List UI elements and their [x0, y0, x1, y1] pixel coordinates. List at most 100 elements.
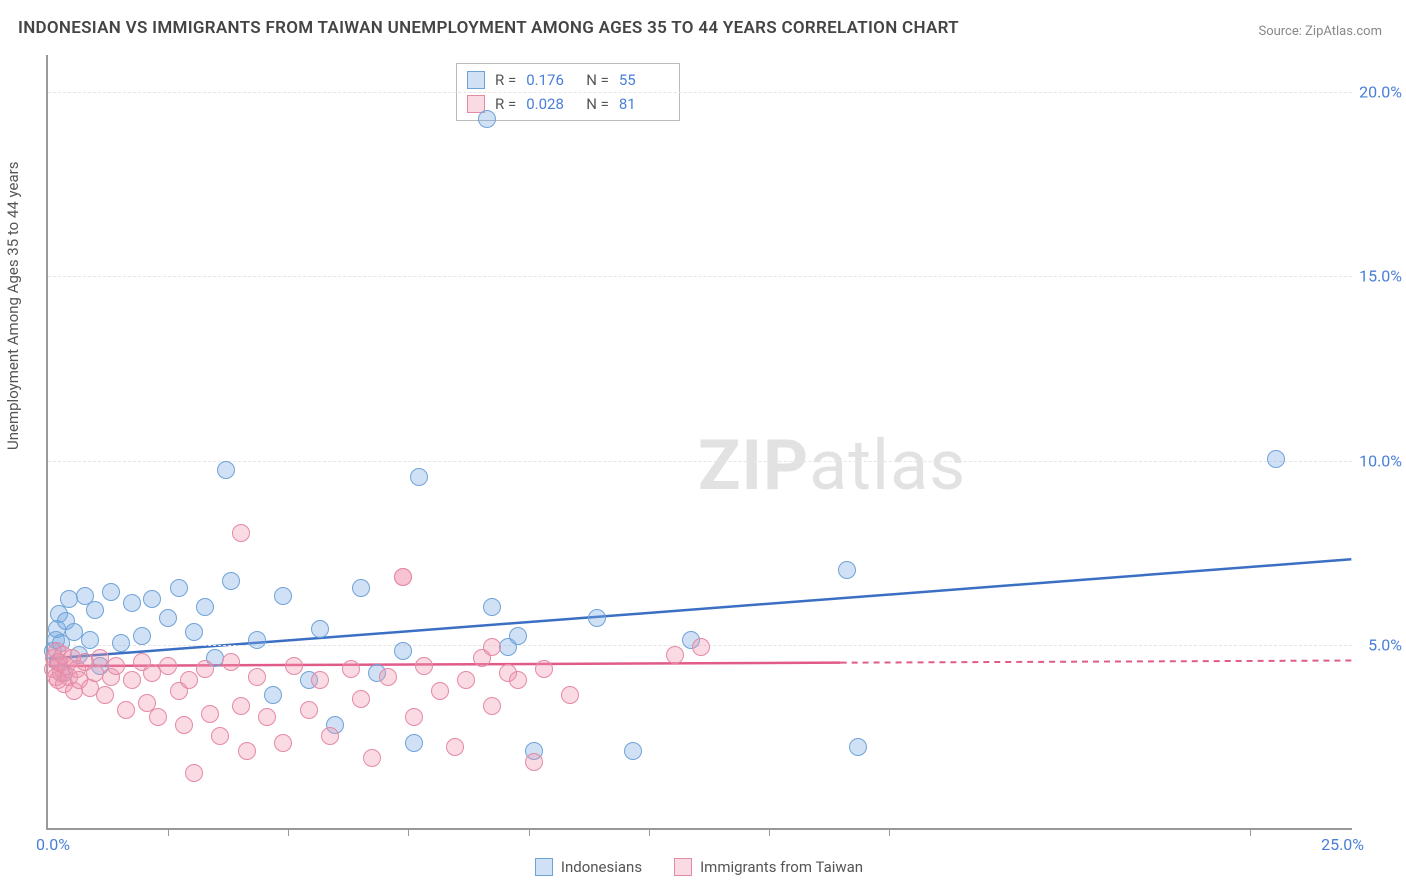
chart-title: INDONESIAN VS IMMIGRANTS FROM TAIWAN UNE… — [18, 18, 959, 38]
data-point — [525, 753, 543, 771]
legend-stats-row: R = 0.176 N = 55 — [467, 68, 669, 92]
data-point — [81, 631, 99, 649]
data-point — [410, 468, 428, 486]
data-point — [457, 671, 475, 689]
x-tick-mark — [288, 828, 289, 836]
data-point — [185, 764, 203, 782]
data-point — [258, 708, 276, 726]
data-point — [248, 631, 266, 649]
data-point — [379, 668, 397, 686]
data-point — [185, 623, 203, 641]
legend-series-item: Immigrants from Taiwan — [674, 858, 863, 876]
data-point — [415, 657, 433, 675]
data-point — [849, 738, 867, 756]
data-point — [133, 627, 151, 645]
data-point — [483, 697, 501, 715]
y-axis-label: Unemployment Among Ages 35 to 44 years — [4, 162, 22, 450]
data-point — [321, 727, 339, 745]
data-point — [838, 561, 856, 579]
legend-r-value: 0.176 — [526, 68, 576, 92]
data-point — [159, 657, 177, 675]
data-point — [666, 646, 684, 664]
data-point — [143, 590, 161, 608]
data-point — [196, 598, 214, 616]
legend-series-item: Indonesians — [535, 858, 642, 876]
data-point — [123, 594, 141, 612]
data-point — [232, 524, 250, 542]
y-tick-label: 5.0% — [1346, 636, 1402, 655]
legend-n-label: N = — [586, 92, 609, 116]
data-point — [311, 620, 329, 638]
data-point — [123, 671, 141, 689]
legend-r-label: R = — [495, 92, 516, 116]
data-point — [274, 734, 292, 752]
data-point — [159, 609, 177, 627]
legend-n-value: 55 — [619, 68, 669, 92]
x-axis-origin-label: 0.0% — [36, 835, 70, 854]
legend-swatch — [535, 858, 553, 876]
plot-area: ZIPatlas R =0.176N =55R =0.028N =81 0.0%… — [46, 55, 1352, 830]
data-point — [624, 742, 642, 760]
data-point — [1267, 450, 1285, 468]
x-tick-mark — [408, 828, 409, 836]
data-point — [483, 638, 501, 656]
data-point — [394, 642, 412, 660]
data-point — [588, 609, 606, 627]
data-point — [405, 734, 423, 752]
x-tick-mark — [649, 828, 650, 836]
legend-n-value: 81 — [619, 92, 669, 116]
data-point — [112, 634, 130, 652]
data-point — [431, 682, 449, 700]
x-tick-mark — [529, 828, 530, 836]
data-point — [217, 461, 235, 479]
legend-stats-row: R = 0.028 N = 81 — [467, 92, 669, 116]
legend-series-label: Immigrants from Taiwan — [700, 858, 863, 876]
data-point — [117, 701, 135, 719]
data-point — [285, 657, 303, 675]
data-point — [86, 601, 104, 619]
data-point — [363, 749, 381, 767]
data-point — [170, 579, 188, 597]
data-point — [352, 579, 370, 597]
data-point — [211, 727, 229, 745]
data-point — [446, 738, 464, 756]
legend-r-label: R = — [495, 68, 516, 92]
data-point — [483, 598, 501, 616]
data-point — [342, 660, 360, 678]
data-point — [300, 701, 318, 719]
legend-r-value: 0.028 — [526, 92, 576, 116]
y-tick-label: 10.0% — [1346, 451, 1402, 470]
gridline — [48, 276, 1352, 277]
data-point — [175, 716, 193, 734]
legend-swatch — [467, 71, 485, 89]
data-point — [222, 572, 240, 590]
source-attribution: Source: ZipAtlas.com — [1258, 24, 1382, 39]
data-point — [201, 705, 219, 723]
data-point — [232, 697, 250, 715]
data-point — [692, 638, 710, 656]
trend-line-extrapolated — [841, 661, 1352, 663]
data-point — [180, 671, 198, 689]
legend-swatch — [674, 858, 692, 876]
data-point — [352, 690, 370, 708]
data-point — [478, 110, 496, 128]
x-tick-mark — [889, 828, 890, 836]
x-tick-mark — [168, 828, 169, 836]
gridline — [48, 461, 1352, 462]
data-point — [405, 708, 423, 726]
legend-series-label: Indonesians — [561, 858, 642, 876]
data-point — [238, 742, 256, 760]
y-tick-label: 15.0% — [1346, 267, 1402, 286]
data-point — [561, 686, 579, 704]
data-point — [264, 686, 282, 704]
data-point — [107, 657, 125, 675]
data-point — [274, 587, 292, 605]
x-tick-mark — [769, 828, 770, 836]
data-point — [535, 660, 553, 678]
legend-n-label: N = — [586, 68, 609, 92]
gridline — [48, 92, 1352, 93]
data-point — [102, 583, 120, 601]
data-point — [248, 668, 266, 686]
data-point — [222, 653, 240, 671]
x-axis-max-label: 25.0% — [1321, 835, 1364, 854]
